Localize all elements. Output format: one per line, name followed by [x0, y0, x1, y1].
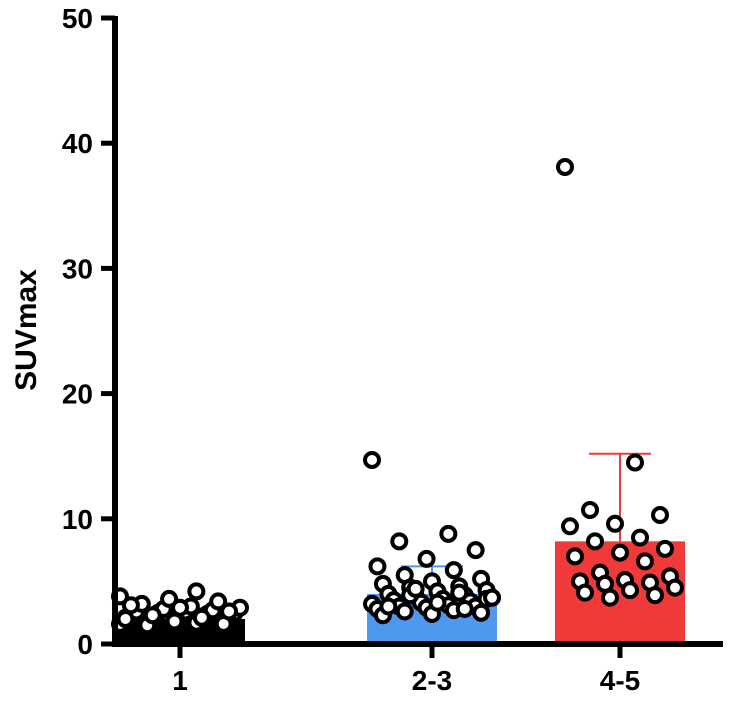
x-tick-label: 4-5 — [600, 665, 640, 696]
y-tick-label: 40 — [62, 128, 93, 159]
data-point-2-3 — [363, 450, 381, 469]
data-point-2-3 — [406, 579, 425, 598]
data-point-4-5 — [586, 532, 604, 551]
data-point-1 — [171, 598, 189, 617]
data-point-4-5 — [636, 552, 654, 571]
data-point-4-5 — [646, 586, 664, 605]
data-point-2-3 — [390, 532, 409, 551]
data-point-2-3 — [428, 593, 447, 612]
data-point-1 — [143, 606, 162, 625]
data-point-4-5 — [651, 506, 669, 525]
y-tick-label: 50 — [62, 3, 93, 34]
x-tick-label: 1 — [172, 665, 188, 696]
data-point-1 — [121, 596, 140, 615]
data-point-4-5 — [666, 578, 684, 597]
data-point-2-3 — [483, 588, 501, 607]
data-point-2-3 — [395, 602, 414, 621]
y-tick-label: 30 — [62, 253, 93, 284]
data-point-4-5 — [581, 501, 599, 520]
data-point-4-5 — [556, 157, 574, 176]
data-points-layer — [111, 157, 684, 635]
x-ticks-layer: 1 2-3 4-5 — [172, 644, 640, 696]
data-point-4-5 — [576, 583, 594, 602]
data-point-2-3 — [444, 561, 463, 580]
data-point-4-5 — [601, 588, 619, 607]
data-point-1 — [192, 608, 211, 627]
data-point-4-5 — [626, 453, 644, 472]
y-ticks-layer: 0 10 20 30 40 50 — [62, 3, 115, 660]
data-point-4-5 — [606, 514, 624, 533]
data-point-2-3 — [368, 557, 387, 576]
data-point-4-5 — [621, 581, 639, 600]
data-point-2-3 — [439, 524, 458, 543]
data-point-2-3 — [466, 541, 485, 560]
data-point-1 — [160, 589, 179, 608]
y-tick-label: 0 — [77, 629, 93, 660]
data-point-4-5 — [656, 539, 674, 558]
data-point-2-3 — [379, 597, 398, 616]
data-point-4-5 — [611, 543, 629, 562]
data-point-1 — [209, 592, 228, 611]
y-axis-title: SUVmax — [10, 269, 43, 391]
data-point-1 — [220, 602, 239, 621]
y-tick-label: 20 — [62, 379, 93, 410]
data-point-2-3 — [455, 599, 474, 618]
data-point-4-5 — [561, 517, 579, 536]
x-tick-label: 2-3 — [412, 665, 452, 696]
data-point-4-5 — [566, 547, 584, 566]
data-point-2-3 — [450, 583, 469, 602]
data-point-2-3 — [417, 549, 436, 568]
data-point-1 — [187, 582, 206, 601]
data-point-4-5 — [631, 528, 649, 547]
y-tick-label: 10 — [62, 504, 93, 535]
